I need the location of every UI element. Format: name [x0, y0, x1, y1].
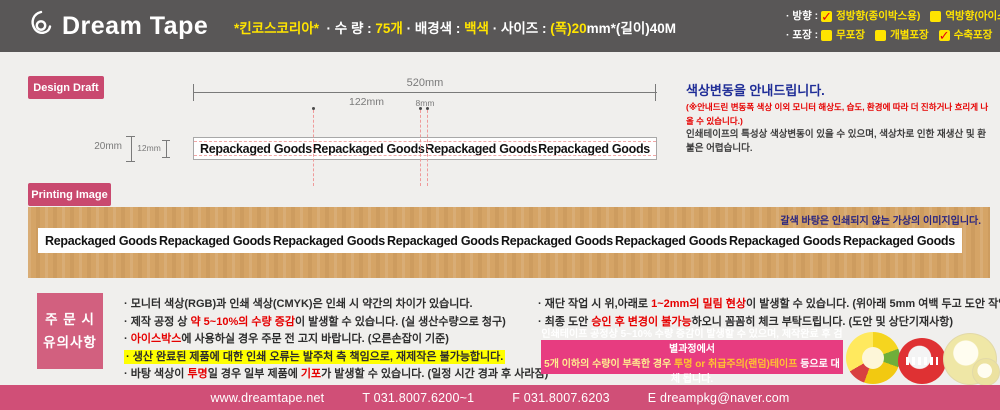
note-line: · 모니터 색상(RGB)과 인쇄 색상(CMYK)은 인쇄 시 약간의 차이가… [124, 298, 473, 310]
size-value-rest: mm*(길이)40M [586, 21, 677, 36]
dimension-unit-width: 122mm [348, 96, 384, 108]
order-caution-title-box: 주 문 시 유의사항 [37, 293, 103, 369]
packing-option-shrink: 수축포장 [953, 29, 993, 41]
substitution-notice-line1: 인쇄테이프 공정상 5~10% 수량 증감이 발생할 수 있으며, 제작완료 후… [541, 329, 843, 355]
color-notice-title: 색상변동을 안내드립니다. [686, 83, 825, 98]
tape-print-text: Repackaged Goods [159, 233, 271, 248]
checkbox-direction-reverse[interactable] [930, 11, 942, 22]
packing-option-individual: 개별포장 [890, 29, 929, 41]
brand-logo: Dream Tape [28, 9, 208, 44]
dimension-text-height: 12mm [137, 143, 161, 153]
tape-print-text: Repackaged Goods [425, 141, 538, 156]
tape-print-text: Repackaged Goods [312, 141, 425, 156]
dimension-bracket-20mm [126, 136, 135, 162]
checkbox-packing-none[interactable] [821, 30, 833, 41]
checkbox-packing-individual[interactable] [875, 30, 887, 41]
tape-print-text: Repackaged Goods [45, 233, 157, 248]
note-line-highlighted: · 생산 완료된 제품에 대한 인쇄 오류는 발주처 측 책임으로, 재제작은 … [124, 349, 506, 364]
guide-line-dashed [313, 110, 314, 186]
color-variation-notice: 색상변동을 안내드립니다. (※안내드린 변동폭 색상 이외 모니터 해상도, … [686, 82, 992, 156]
footer-telephone: T 031.8007.6200~1 [362, 390, 475, 405]
bgcolor-value: 백색 [464, 21, 489, 36]
guide-line-dashed [420, 110, 421, 186]
photo-clear-tape-rolls [943, 333, 1000, 386]
packing-row: · 포장 : 무포장 개별포장 수축포장 [786, 26, 1000, 45]
header-bar: Dream Tape *킨코스코리아* · 수 량 : 75개 · 배경색 : … [0, 0, 1000, 52]
size-value-width: (폭)20 [550, 21, 587, 36]
tape-print-text: Repackaged Goods [200, 141, 312, 156]
tape-print-text: Repackaged Goods [538, 141, 650, 156]
note-line: · 최종 도안 승인 후 변경이 불가능하오니 꼼꼼히 체크 부탁드립니다. (… [538, 315, 954, 328]
design-draft-badge: Design Draft [28, 76, 104, 99]
dimension-dot [419, 107, 422, 110]
note-line: · 재단 작업 시 위,아래로 1~2mm의 밀림 현상이 발생할 수 있습니다… [538, 298, 1000, 310]
qty-label: · 수 량 : [326, 21, 376, 36]
tape-print-text: Repackaged Goods [729, 233, 841, 248]
tape-design-strip: Repackaged Goods Repackaged Goods Repack… [193, 137, 657, 160]
dimension-tick-right [655, 84, 656, 101]
kraft-box-mockup: 갈색 바탕은 인쇄되지 않는 가상의 이미지입니다. Repackaged Go… [28, 207, 990, 278]
guide-line-dashed [427, 110, 428, 186]
direction-row: · 방향 : 정방향(종이박스용) 역방향(아이스박스용) [786, 7, 1000, 26]
brand-name: Dream Tape [62, 12, 209, 40]
checkbox-direction-forward[interactable] [821, 7, 833, 26]
tape-applied-strip: Repackaged Goods Repackaged Goods Repack… [38, 228, 962, 253]
note-line: · 제작 공정 상 약 5~10%의 수량 증감이 발생할 수 있습니다. (실… [124, 315, 506, 328]
tape-print-text: Repackaged Goods [273, 233, 385, 248]
direction-option-reverse: 역방향(아이스박스용) [945, 10, 1000, 22]
order-caution-title-line2: 유의사항 [43, 335, 97, 350]
dimension-total-width: 520mm [406, 77, 444, 89]
order-options: · 방향 : 정방향(종이박스용) 역방향(아이스박스용) · 포장 : 무포장… [786, 7, 1000, 45]
dimension-line [193, 92, 657, 93]
footer-fax: F 031.8007.6203 [512, 390, 610, 405]
substitution-notice-line2: 5개 이하의 수량이 부족한 경우 투명 or 취급주의(랜덤)테이프 등으로 … [544, 359, 840, 385]
tape-print-text: Repackaged Goods [501, 233, 613, 248]
dimension-tape-height: 20mm [94, 141, 122, 152]
sample-tape-photos [846, 327, 1000, 387]
note-line: · 아이스박스에 사용하실 경우 주문 전 고지 바랍니다. (오른손잡이 기준… [124, 333, 449, 345]
color-notice-warning: (※안내드린 변동폭 색상 이외 모니터 해상도, 습도, 환경에 따라 더 진… [686, 102, 989, 126]
tape-print-text: Repackaged Goods [615, 233, 727, 248]
dimension-bracket-12mm [162, 140, 170, 158]
dimension-tick-left [193, 84, 194, 101]
footer-website: www.dreamtape.net [210, 390, 325, 405]
checkbox-packing-shrink[interactable] [938, 26, 950, 45]
order-notes-right: · 재단 작업 시 위,아래로 1~2mm의 밀림 현상이 발생할 수 있습니다… [538, 296, 1000, 331]
dimension-dot [312, 107, 315, 110]
qty-value: 75개 [375, 21, 403, 36]
kraft-background-note: 갈색 바탕은 인쇄되지 않는 가상의 이미지입니다. [780, 216, 981, 227]
color-notice-detail: 인쇄테이프의 특성상 색상변동이 있을 수 있으며, 색상차로 인한 재생산 및… [686, 129, 986, 154]
tape-print-text: Repackaged Goods [387, 233, 499, 248]
printing-image-badge: Printing Image [28, 183, 111, 206]
footer-email: E dreampkg@naver.com [647, 390, 790, 405]
direction-label: · 방향 : [786, 10, 819, 22]
packing-label: · 포장 : [786, 29, 819, 41]
tape-roll-icon [28, 9, 54, 44]
packing-option-none: 무포장 [836, 29, 866, 41]
dimension-dot [426, 107, 429, 110]
order-notes-left: · 모니터 색상(RGB)과 인쇄 색상(CMYK)은 인쇄 시 약간의 차이가… [124, 296, 548, 384]
substitution-notice-box: 인쇄테이프 공정상 5~10% 수량 증감이 발생할 수 있으며, 제작완료 후… [541, 329, 843, 385]
size-label: · 사이즈 : [492, 21, 551, 36]
order-summary: *킨코스코리아* · 수 량 : 75개 · 배경색 : 백색 · 사이즈 : … [234, 17, 676, 37]
direction-option-forward: 정방향(종이박스용) [836, 10, 921, 22]
tape-print-text: Repackaged Goods [843, 233, 955, 248]
client-name: *킨코스코리아* [234, 21, 320, 36]
dimension-gap-width: 8mm [415, 98, 435, 108]
note-line: · 바탕 색상이 투명일 경우 일부 제품에 기포가 발생할 수 있습니다. (… [124, 368, 549, 380]
order-caution-title-line1: 주 문 시 [45, 312, 95, 327]
photo-caution-tape [898, 338, 946, 384]
footer-bar: www.dreamtape.net T 031.8007.6200~1 F 03… [0, 385, 1000, 410]
photo-fragile-tape [846, 332, 900, 384]
bgcolor-label: · 배경색 : [406, 21, 465, 36]
